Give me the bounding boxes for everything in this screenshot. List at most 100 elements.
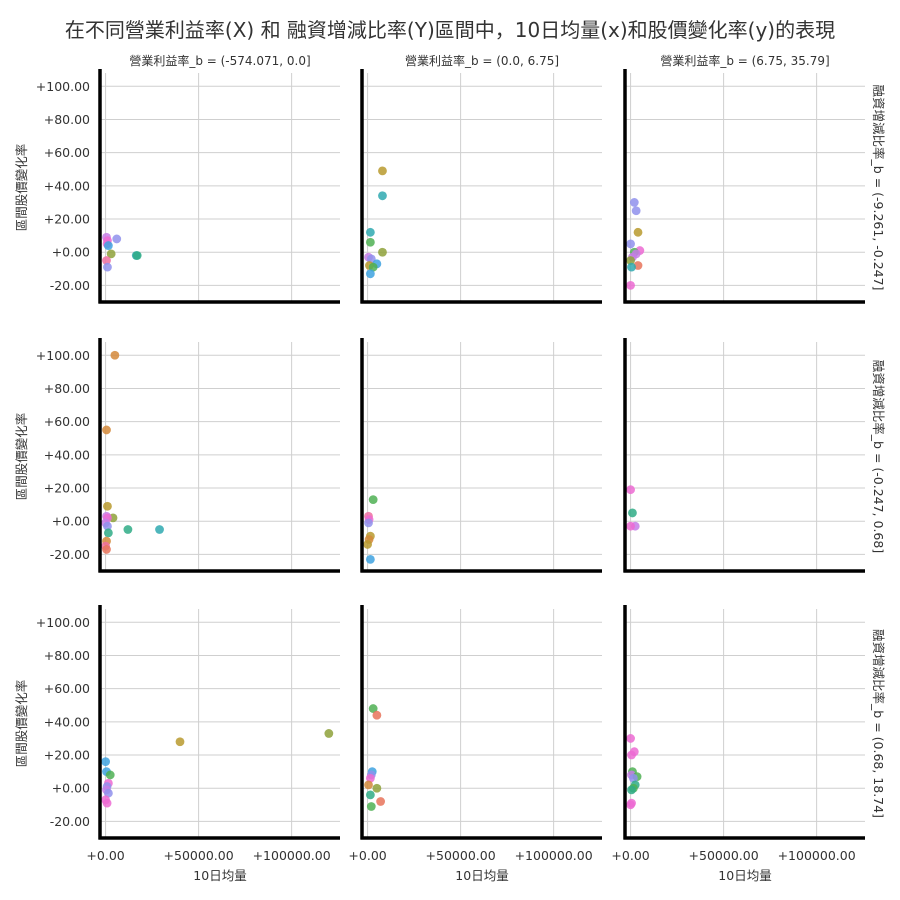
data-point (628, 773, 638, 783)
data-point (103, 501, 112, 511)
x-axis-label: 10日均量 (455, 868, 508, 883)
column-title: 營業利益率_b = (-574.071, 0.0] (129, 53, 310, 68)
x-tick-label: +50000.00 (689, 848, 759, 863)
data-point (101, 757, 110, 767)
data-point (372, 783, 382, 793)
y-tick-label: +20.00 (44, 748, 90, 763)
y-tick-label: -20.00 (50, 814, 90, 829)
data-point (324, 729, 334, 738)
data-point (105, 770, 115, 780)
y-tick-label: -20.00 (50, 547, 90, 562)
data-point (102, 545, 111, 554)
data-point (103, 262, 112, 272)
x-tick-label: +0.00 (348, 848, 386, 863)
data-point (102, 798, 112, 808)
x-tick-label: +100000.00 (515, 848, 593, 863)
data-point (633, 227, 643, 237)
data-point (110, 350, 120, 360)
data-point (364, 518, 373, 528)
data-point (106, 249, 116, 259)
y-tick-label: +0.00 (52, 514, 90, 529)
x-axis-label: 10日均量 (193, 868, 246, 883)
y-tick-label: +40.00 (44, 178, 90, 193)
data-point (175, 737, 185, 747)
y-axis-label: 區間股價變化率 (14, 680, 29, 768)
data-point (102, 256, 111, 265)
data-point (626, 239, 635, 249)
data-point (123, 525, 133, 534)
column-title: 營業利益率_b = (0.0, 6.75] (405, 53, 559, 68)
data-point (365, 227, 375, 237)
y-tick-label: +0.00 (52, 781, 90, 796)
data-point (365, 237, 375, 247)
data-point (626, 281, 635, 290)
data-point (103, 521, 112, 531)
data-point (365, 269, 375, 279)
data-point (627, 750, 636, 760)
data-point (368, 704, 378, 713)
data-point (626, 800, 635, 810)
y-axis-label: 區間股價變化率 (14, 144, 29, 232)
x-tick-label: +50000.00 (164, 848, 234, 863)
y-tick-label: +40.00 (44, 714, 90, 729)
data-point (626, 734, 635, 743)
facet-panel-r2-c2: +0.00 +50000.00 +100000.00 10日均量 融資增減比率_b = … (611, 605, 886, 883)
data-point (631, 206, 641, 216)
row-title: 融資增減比率_b = (0.68, 18.74] (871, 629, 886, 818)
data-point (155, 525, 164, 534)
data-point (626, 521, 635, 531)
data-point (627, 262, 636, 272)
data-point (626, 256, 635, 265)
x-axis-label: 10日均量 (718, 868, 771, 883)
data-point (103, 241, 113, 250)
y-tick-label: +60.00 (44, 145, 90, 160)
y-tick-label: -20.00 (50, 278, 90, 293)
y-tick-label: +80.00 (44, 648, 90, 663)
x-tick-label: +100000.00 (778, 848, 856, 863)
data-point (363, 540, 372, 549)
facet-panel-r2-c0: -20.00 +0.00 +20.00 +40.00 +60.00 +80.00 +100.… (14, 605, 340, 883)
panel-grid: -20.00 +0.00 +20.00 +40.00 +60.00 +80.00 +100.… (14, 53, 886, 883)
data-point (628, 508, 637, 518)
data-point (372, 710, 382, 720)
facet-panel-r1-c1 (360, 338, 602, 573)
x-tick-label: +50000.00 (426, 848, 496, 863)
y-tick-label: +100.00 (36, 79, 90, 94)
facet-panel-r0-c1: 營業利益率_b = (0.0, 6.75] (360, 53, 602, 304)
row-title: 融資增減比率_b = (-0.247, 0.68] (871, 360, 886, 553)
y-tick-label: +100.00 (36, 615, 90, 630)
data-point (366, 802, 376, 811)
row-title: 融資增減比率_b = (-9.261, -0.247] (871, 85, 886, 291)
y-tick-label: +100.00 (36, 348, 90, 363)
data-point (629, 198, 639, 207)
y-tick-label: +0.00 (52, 245, 90, 260)
data-point (103, 528, 113, 538)
data-point (378, 166, 387, 176)
y-tick-label: +60.00 (44, 681, 90, 696)
data-point (103, 788, 113, 798)
data-point (365, 773, 375, 783)
facet-panel-r1-c2: 融資增減比率_b = (-0.247, 0.68] (623, 338, 886, 573)
x-tick-label: +0.00 (86, 848, 124, 863)
facet-panel-r0-c0: -20.00 +0.00 +20.00 +40.00 +60.00 +80.00 +100.… (14, 53, 340, 304)
facet-panel-r2-c1: +0.00 +50000.00 +100000.00 10日均量 (348, 605, 602, 883)
y-tick-label: +40.00 (44, 447, 90, 462)
y-tick-label: +20.00 (44, 212, 90, 227)
facet-panel-r0-c2: 營業利益率_b = (6.75, 35.79] 融資增減比率_b = (-9.26… (623, 53, 886, 304)
data-point (365, 790, 375, 800)
data-point (112, 234, 122, 244)
data-point (368, 262, 378, 272)
data-point (364, 780, 373, 790)
data-point (378, 191, 387, 201)
y-tick-label: +20.00 (44, 481, 90, 496)
y-tick-label: +80.00 (44, 381, 90, 396)
data-point (102, 425, 111, 435)
y-tick-label: +80.00 (44, 112, 90, 127)
data-point (378, 247, 387, 257)
data-point (376, 797, 386, 806)
figure-title: 在不同營業利益率(X) 和 融資增減比率(Y)區間中，10日均量(x)和股價變化… (65, 18, 835, 42)
x-tick-label: +0.00 (611, 848, 649, 863)
data-point (368, 495, 378, 505)
column-title: 營業利益率_b = (6.75, 35.79] (660, 53, 829, 68)
